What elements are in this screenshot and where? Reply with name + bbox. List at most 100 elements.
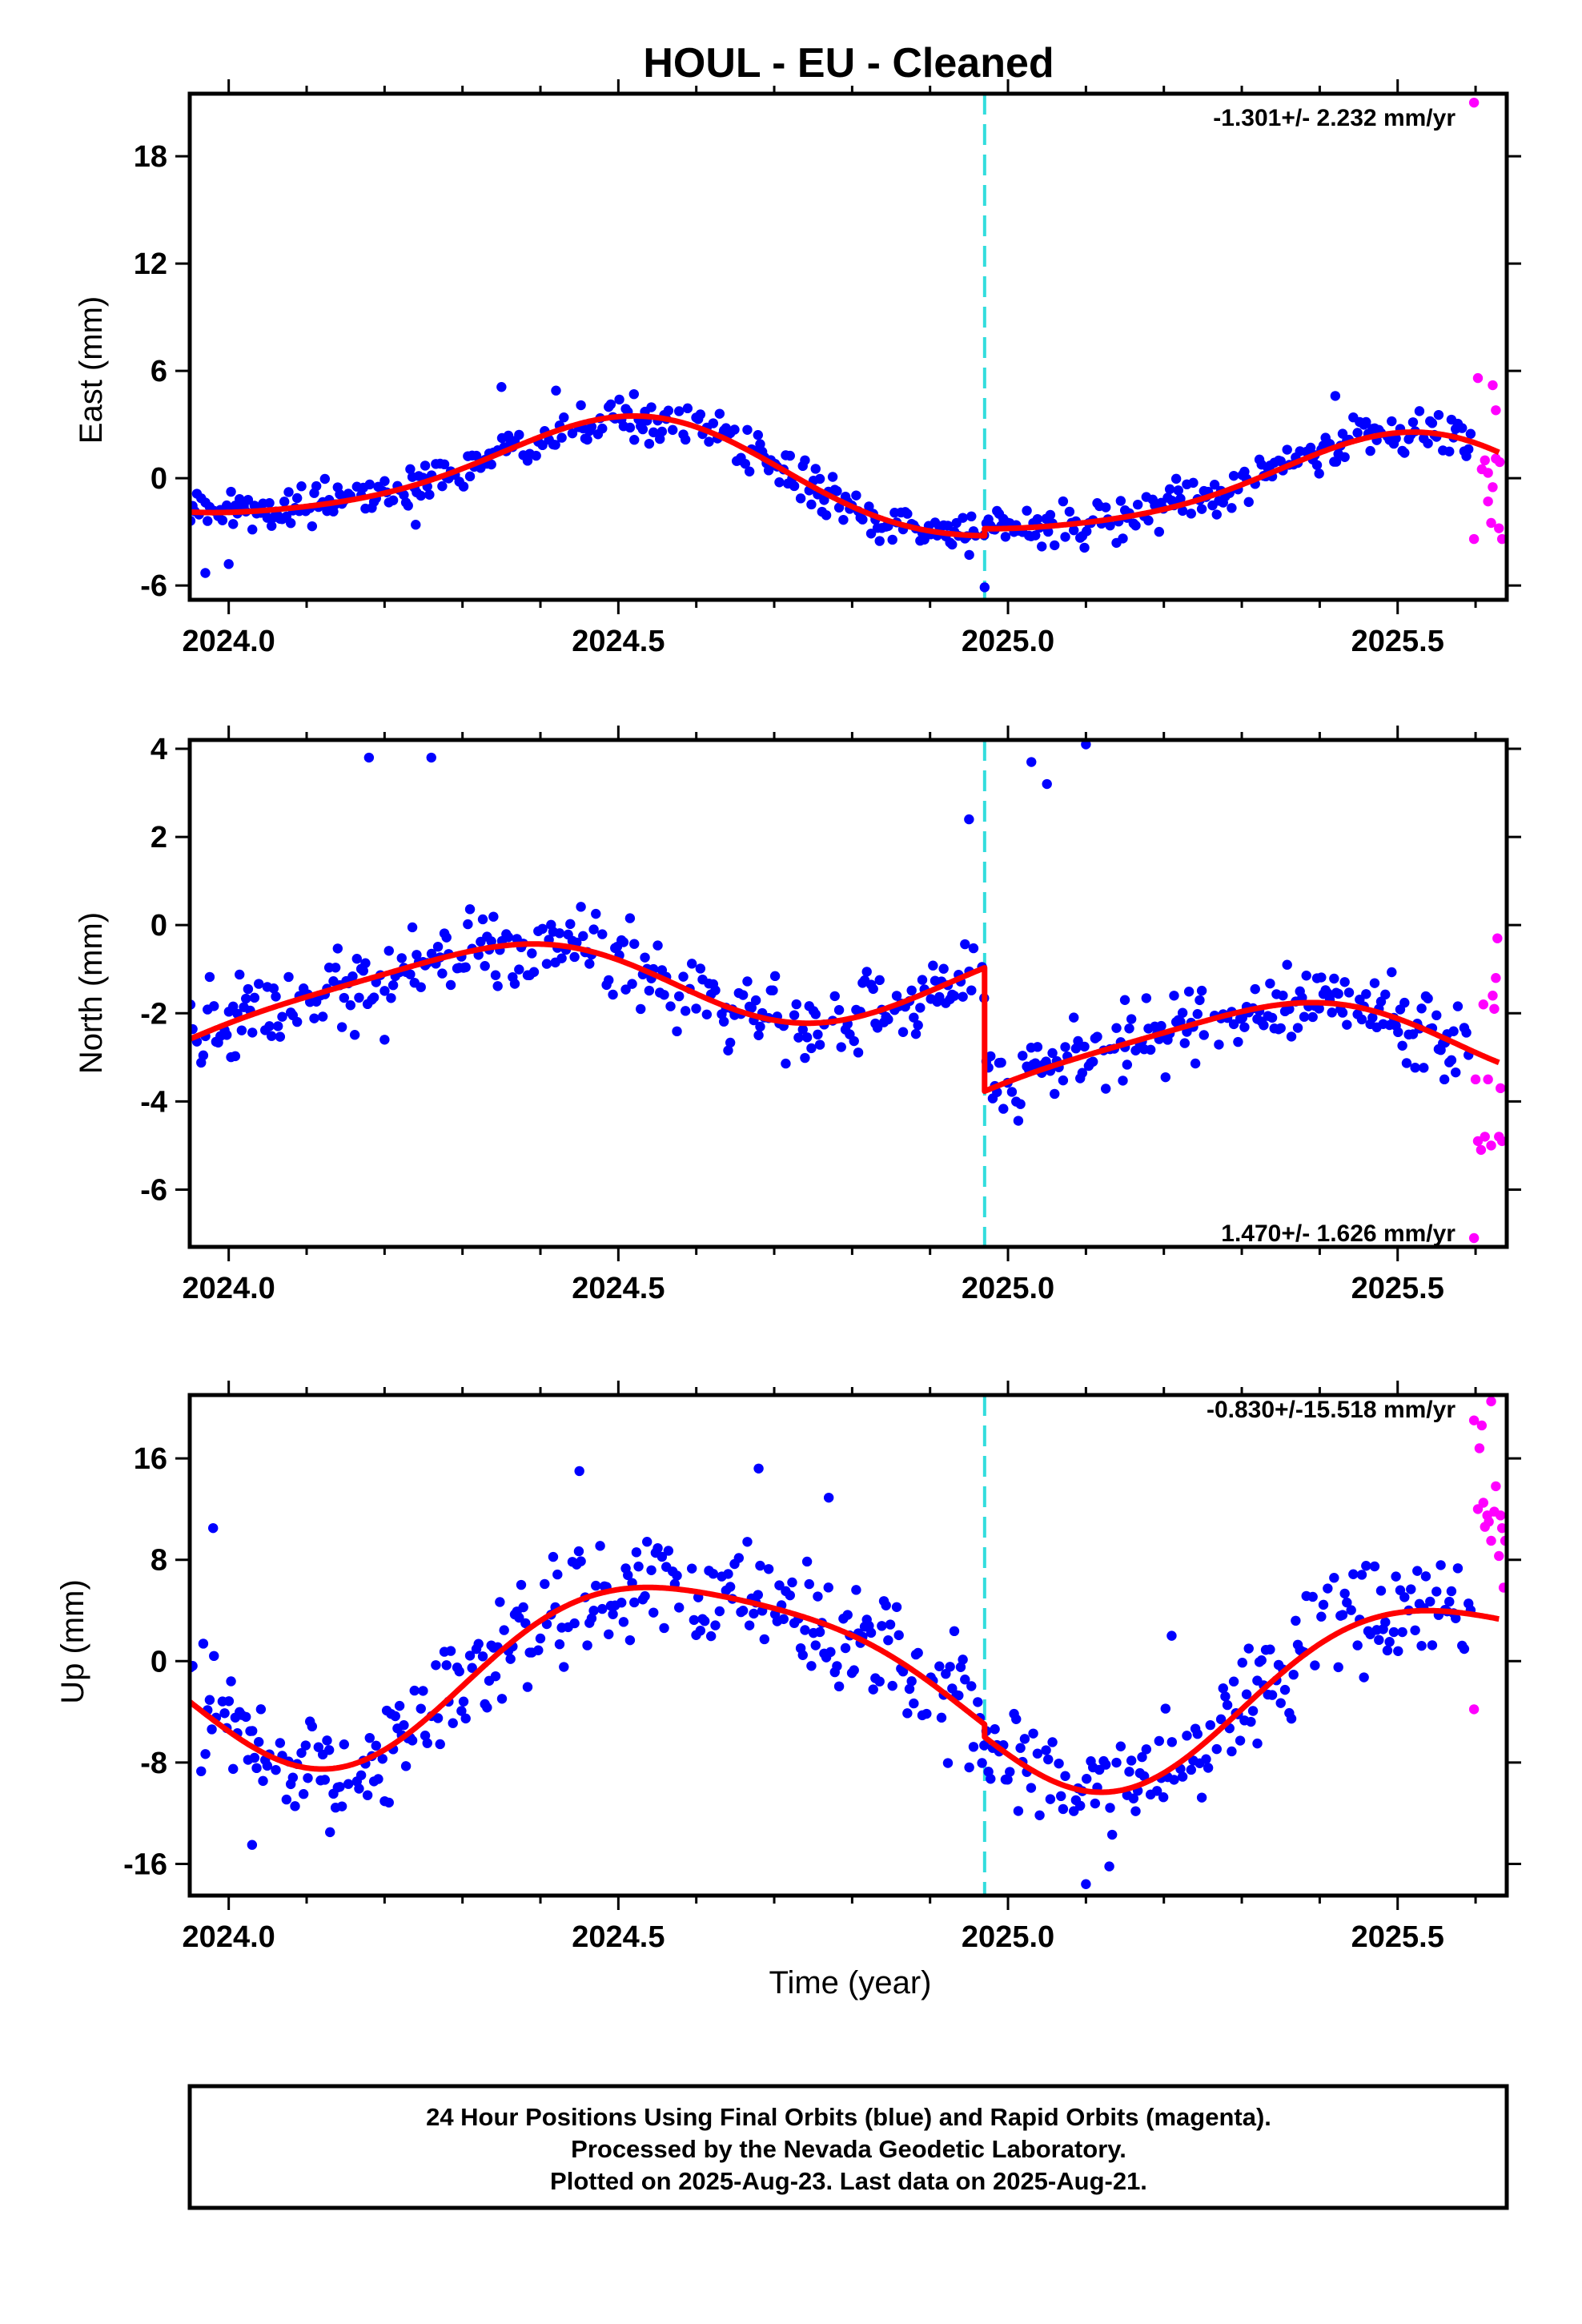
north-final-point [396,953,407,963]
east-final-point [795,493,806,504]
east-final-point [851,490,861,501]
north-final-point [915,1003,926,1013]
east-final-point [486,459,496,470]
north-final-point [1179,1038,1190,1048]
up-final-point [604,1629,614,1639]
east-final-point [1045,509,1056,521]
north-final-point [640,952,650,963]
up-final-point [1211,1743,1222,1755]
north-final-point [678,971,689,982]
up-final-point [1182,1731,1192,1741]
up-final-point [569,1618,580,1629]
up-final-point [663,1546,674,1556]
north-final-point [1307,1011,1318,1023]
north-panel: 2024.0 2024.5 2025.0 2025.5 -6 -4 -2 0 2 4 1.470+… [74,726,1521,1305]
north-x-tick-label: 2024.5 [572,1272,665,1305]
east-final-point [1105,520,1115,531]
north-final-point [490,970,501,980]
north-final-point [673,991,685,1002]
north-final-point [230,1051,241,1062]
east-final-point [228,519,239,529]
up-final-point [533,1645,544,1655]
up-final-point [1043,1754,1054,1765]
north-final-point [1265,978,1275,989]
north-final-point [351,954,362,964]
north-final-point [588,924,599,935]
east-final-point [814,473,825,485]
up-final-point [1205,1719,1215,1731]
north-final-point [1190,1058,1201,1069]
north-final-point [1452,1001,1464,1011]
north-final-point [1118,1076,1128,1086]
north-final-point [1233,1036,1243,1047]
up-final-point [941,1668,951,1679]
up-final-point [986,1774,996,1784]
north-final-point [1199,1030,1209,1040]
up-final-point [1111,1757,1122,1768]
up-final-point [262,1760,273,1771]
east-final-point [1365,445,1375,456]
north-final-point [1030,1058,1041,1068]
east-final-point [605,399,616,410]
up-final-point [200,1749,211,1759]
up-plot-area: 2024.0 2024.5 2025.0 2025.5 -16 -8 0 8 16 [123,1381,1521,1954]
north-final-point [445,979,456,991]
north-final-point [509,979,520,989]
east-final-point [874,536,885,546]
east-final-point [1457,423,1468,433]
north-final-point [806,1043,817,1054]
east-final-point [1177,505,1188,517]
up-final-point [833,1681,845,1692]
up-final-point [514,1612,524,1623]
up-final-point [1348,1569,1359,1579]
up-final-point [1056,1791,1066,1802]
east-final-point [311,480,322,492]
east-x-tick-label: 2025.5 [1351,625,1444,658]
up-final-point [673,1602,685,1613]
up-final-point [300,1740,311,1751]
north-final-point [861,967,872,977]
east-final-point [1414,406,1425,416]
north-final-point [1100,1084,1111,1094]
north-data-layer [190,740,1507,1247]
east-final-point [887,534,897,545]
north-final-point [680,1006,691,1016]
east-final-point [1060,532,1070,542]
north-final-point [464,904,476,915]
footer-box: 24 Hour Positions Using Final Orbits (bl… [187,2084,1509,2210]
north-final-point [249,992,260,1003]
up-final-point [1128,1793,1139,1803]
north-final-point [1079,1041,1090,1052]
up-model-curve [190,1584,1500,1795]
up-final-point [1015,1743,1026,1753]
east-rapid-point [1472,372,1484,384]
north-final-point [1342,1019,1352,1030]
east-final-point [753,430,764,440]
north-final-point [868,983,878,995]
up-y-tick-label: 16 [134,1442,167,1476]
north-final-point [986,1051,996,1062]
north-y-tick-label: 0 [151,909,167,943]
north-final-point [1299,1011,1310,1022]
up-final-point [749,1608,759,1619]
up-final-point [958,1655,968,1665]
up-final-point [323,1745,335,1755]
up-final-point [801,1556,813,1567]
up-final-point [656,1551,668,1562]
north-rapid-point [1496,1136,1507,1147]
up-final-point [554,1639,565,1650]
up-final-point [616,1598,627,1608]
east-rapid-point [1468,97,1480,108]
east-final-point [1352,428,1363,438]
north-final-point [801,1032,813,1043]
east-final-point [646,402,656,412]
up-final-point [435,1739,445,1750]
east-final-point [1361,416,1371,428]
up-y-tick-label: 8 [151,1544,167,1578]
north-final-point [1145,1044,1156,1055]
east-final-point [496,382,507,392]
north-final-point [1050,1088,1060,1100]
up-final-point [1307,1591,1318,1602]
up-final-point [1222,1699,1233,1711]
north-final-point [379,1035,390,1045]
